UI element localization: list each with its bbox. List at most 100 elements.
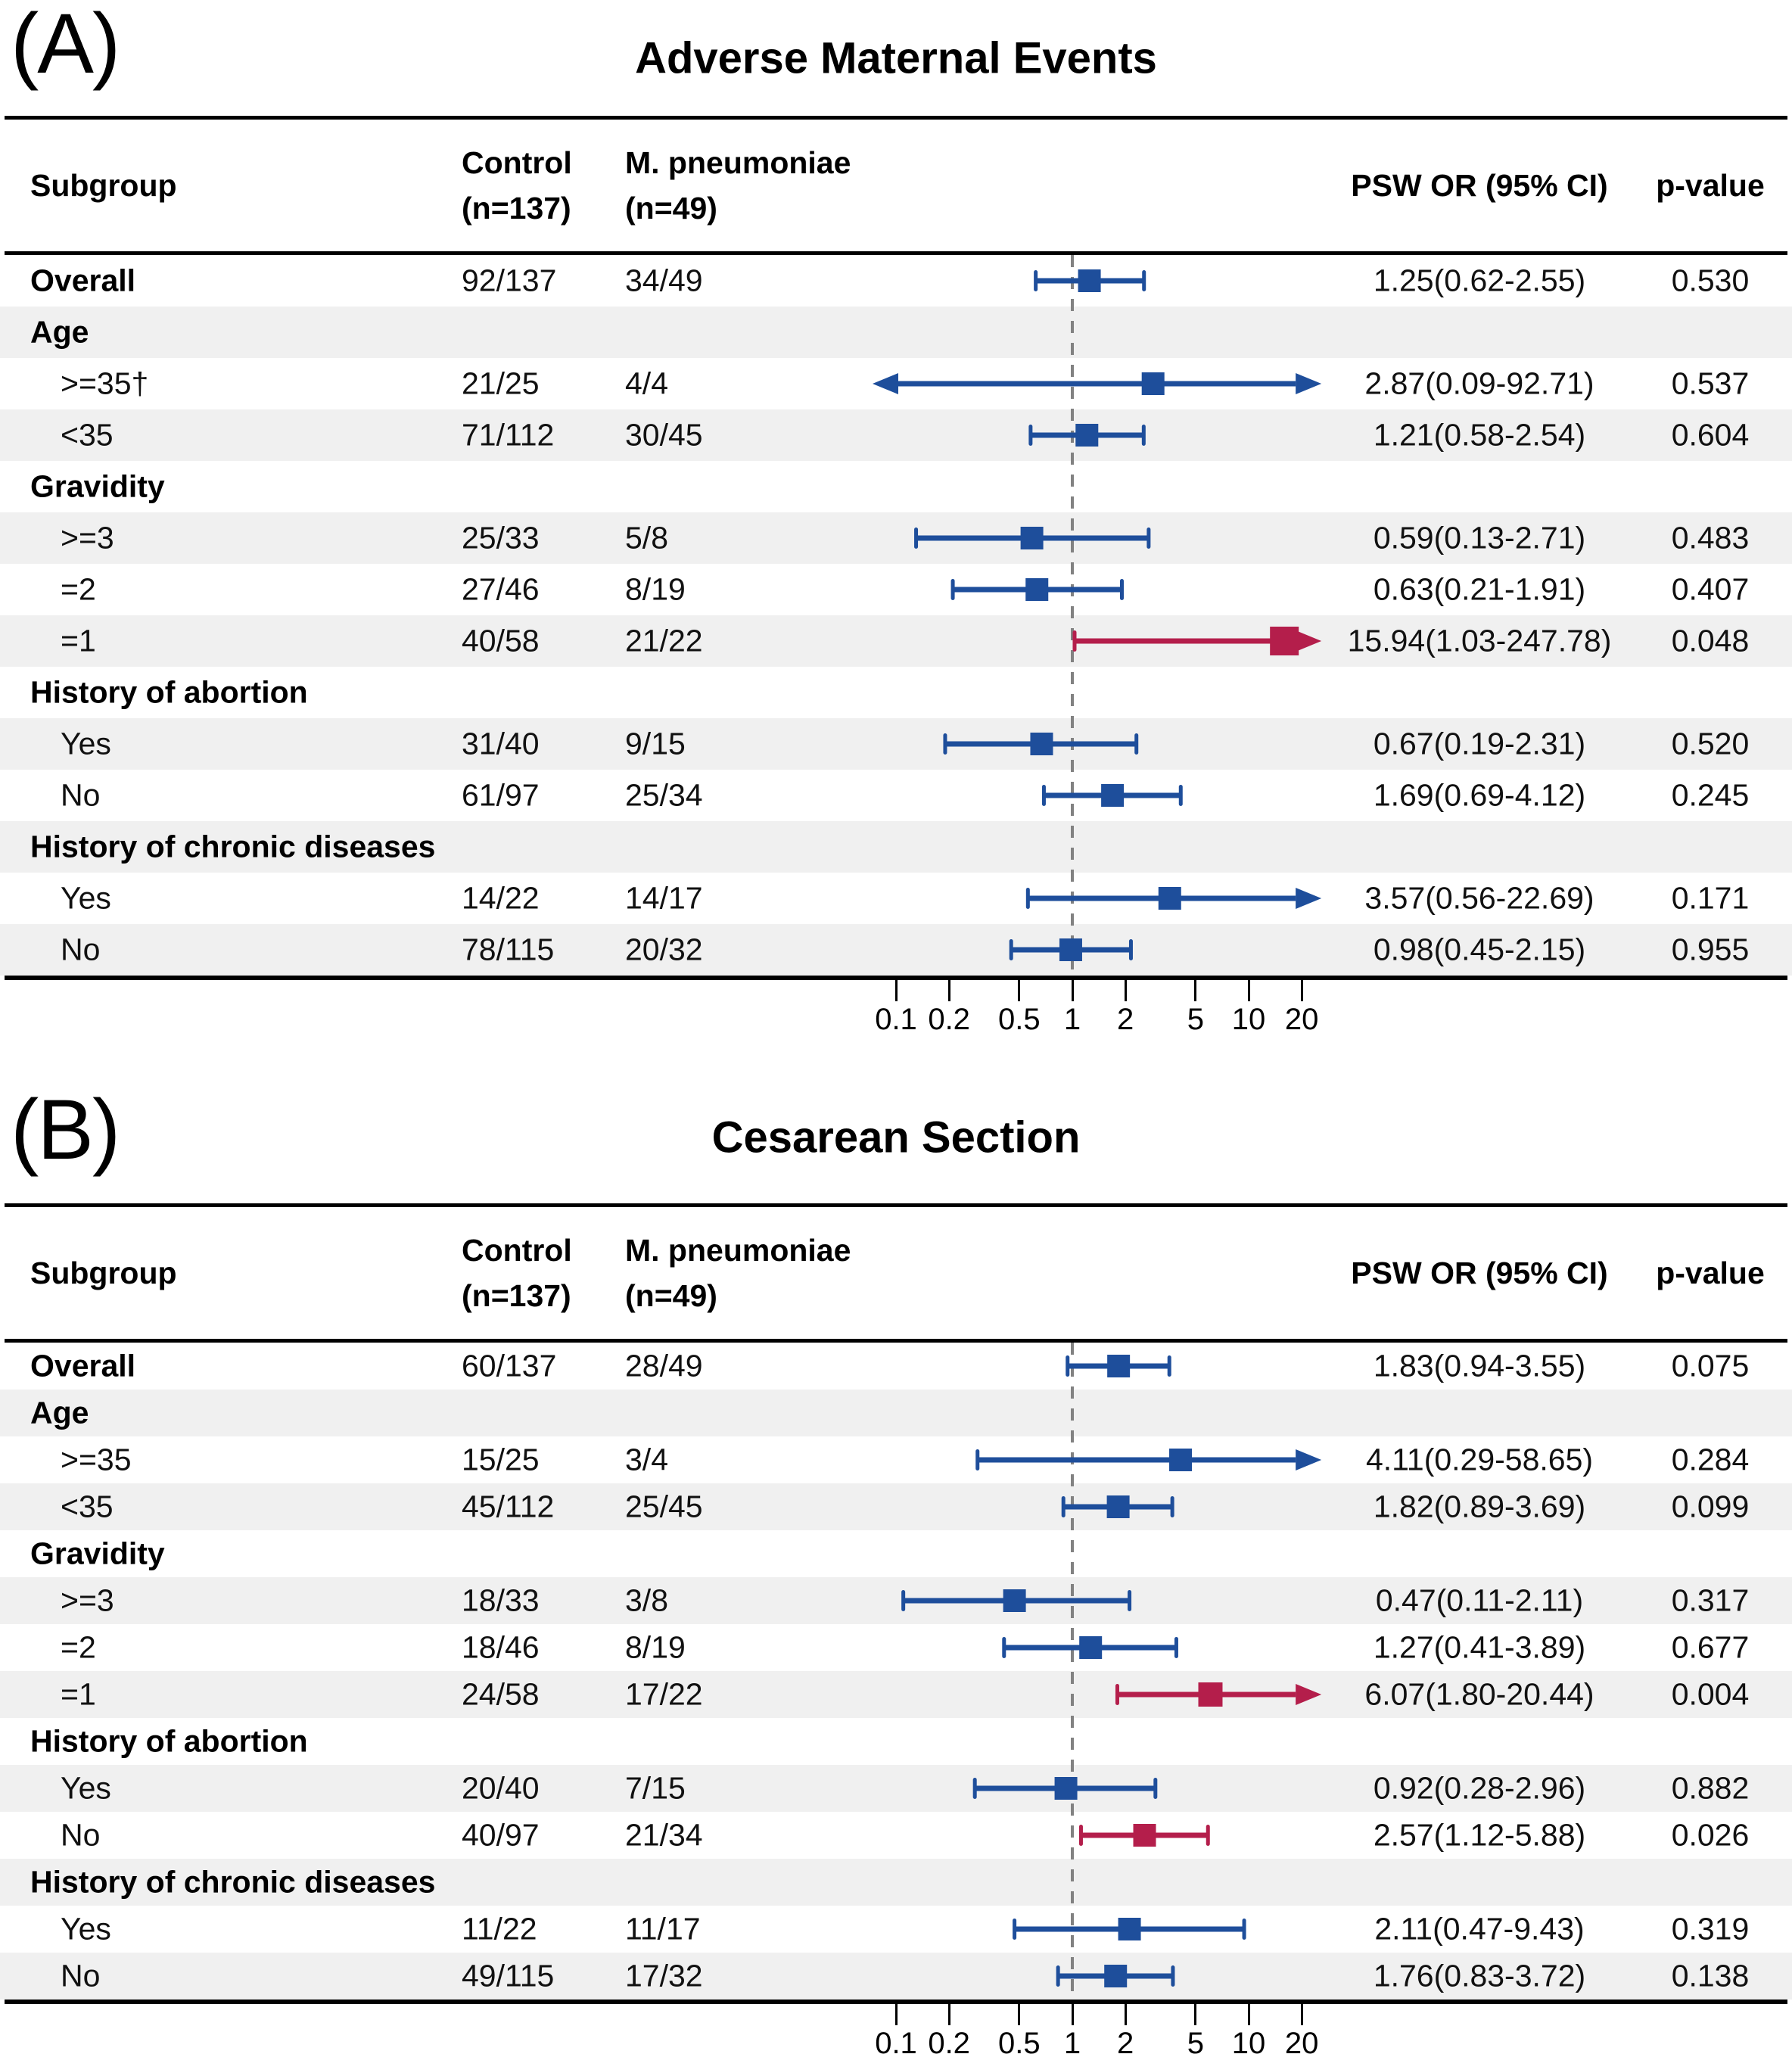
or-ci-value: 0.67(0.19-2.31) (1373, 726, 1586, 761)
p-value: 0.284 (1671, 1442, 1750, 1477)
subgroup-label: Age (30, 1395, 89, 1430)
table-row: =1 24/58 17/22 6.07(1.80-20.44) 0.004 (0, 1671, 1792, 1718)
subgroup-label: Overall (30, 263, 136, 298)
col-control: Control (n=137) (462, 1228, 572, 1318)
subgroup-label: No (61, 1817, 101, 1853)
axis-tick-label: 0.5 (998, 2027, 1041, 2054)
mp-value: 8/19 (625, 571, 686, 607)
control-value: 92/137 (462, 263, 557, 298)
or-ci-value: 1.27(0.41-3.89) (1373, 1629, 1586, 1665)
axis-tick (1300, 980, 1303, 1001)
mp-value: 7/15 (625, 1770, 686, 1806)
subgroup-label: History of abortion (30, 674, 308, 710)
table-row: Overall 60/137 28/49 1.83(0.94-3.55) 0.075 (0, 1343, 1792, 1390)
subgroup-label: No (61, 932, 101, 967)
mp-value: 5/8 (625, 520, 668, 556)
p-value: 0.604 (1671, 417, 1750, 453)
subgroup-label: =1 (61, 623, 96, 658)
or-ci-value: 2.57(1.12-5.88) (1373, 1817, 1586, 1853)
or-ci-value: 0.59(0.13-2.71) (1373, 520, 1586, 556)
or-ci-value: 0.63(0.21-1.91) (1373, 571, 1586, 607)
forest-rows-b: Overall 60/137 28/49 1.83(0.94-3.55) 0.075 Ag… (0, 1343, 1792, 2000)
subgroup-label: Yes (61, 726, 111, 761)
or-ci-value: 1.83(0.94-3.55) (1373, 1348, 1586, 1383)
subgroup-label: >=3 (61, 1583, 114, 1618)
category-row: Age (0, 307, 1792, 358)
axis-tick-label: 5 (1187, 1003, 1204, 1036)
axis-tick-label: 0.1 (875, 1003, 917, 1036)
category-row: History of abortion (0, 667, 1792, 718)
category-row: History of chronic diseases (0, 821, 1792, 873)
col-control-line1: Control (462, 145, 572, 180)
category-row: History of abortion (0, 1718, 1792, 1765)
col-pvalue: p-value (1656, 1256, 1765, 1290)
mp-value: 21/34 (625, 1817, 703, 1853)
axis-tick-label: 10 (1231, 1003, 1266, 1036)
panel-b-tag: (B) (11, 1082, 120, 1177)
mp-value: 17/32 (625, 1958, 703, 1993)
axis-tick (1071, 980, 1074, 1001)
col-control-line2: (n=137) (462, 1278, 571, 1313)
panel-a-titlebar: (A) Adverse Maternal Events (0, 0, 1792, 116)
col-mp: M. pneumoniae (n=49) (625, 1228, 851, 1318)
mp-value: 3/8 (625, 1583, 668, 1618)
axis-tick (1071, 2004, 1074, 2025)
p-value: 0.520 (1671, 726, 1750, 761)
p-value: 0.099 (1671, 1489, 1750, 1524)
or-ci-value: 3.57(0.56-22.69) (1364, 880, 1594, 916)
table-row: =2 18/46 8/19 1.27(0.41-3.89) 0.677 (0, 1624, 1792, 1671)
p-value: 0.171 (1671, 880, 1750, 916)
subgroup-label: Yes (61, 880, 111, 916)
subgroup-label: History of chronic diseases (30, 829, 436, 864)
panel-a: (A) Adverse Maternal Events Subgroup Con… (0, 0, 1792, 1041)
axis-tick-label: 1 (1063, 2027, 1081, 2054)
x-axis-a: 0.1 0.2 0.5 1 2 5 10 20 (0, 980, 1792, 1041)
table-row: No 40/97 21/34 2.57(1.12-5.88) 0.026 (0, 1812, 1792, 1859)
mp-value: 25/45 (625, 1489, 703, 1524)
col-or: PSW OR (95% CI) (1351, 1256, 1608, 1290)
table-row: Overall 92/137 34/49 1.25(0.62-2.55) 0.530 (0, 255, 1792, 307)
axis-tick (947, 2004, 950, 2025)
p-value: 0.955 (1671, 932, 1750, 967)
table-row: >=3 18/33 3/8 0.47(0.11-2.11) 0.317 (0, 1577, 1792, 1624)
axis-tick (894, 2004, 898, 2025)
control-value: 78/115 (462, 932, 555, 967)
subgroup-label: >=35 (61, 1442, 132, 1477)
col-subgroup: Subgroup (30, 1256, 177, 1290)
panel-a-title: Adverse Maternal Events (635, 33, 1157, 82)
subgroup-label: =2 (61, 1629, 96, 1665)
control-value: 14/22 (462, 880, 540, 916)
control-value: 61/97 (462, 777, 540, 813)
mp-value: 28/49 (625, 1348, 703, 1383)
subgroup-label: <35 (61, 417, 114, 453)
subgroup-label: Age (30, 314, 89, 350)
or-ci-value: 6.07(1.80-20.44) (1364, 1676, 1594, 1712)
header-rule (5, 1339, 1787, 1343)
subgroup-label: Yes (61, 1770, 111, 1806)
control-value: 40/58 (462, 623, 540, 658)
axis-tick (894, 980, 898, 1001)
subgroup-label: =2 (61, 571, 96, 607)
panel-b-titlebar: (B) Cesarean Section (0, 1071, 1792, 1203)
col-pvalue: p-value (1656, 168, 1765, 203)
axis-tick-label: 2 (1117, 1003, 1134, 1036)
mp-value: 9/15 (625, 726, 686, 761)
table-row: >=35 15/25 3/4 4.11(0.29-58.65) 0.284 (0, 1436, 1792, 1483)
table-row: Yes 31/40 9/15 0.67(0.19-2.31) 0.520 (0, 718, 1792, 770)
axis-tick-label: 0.1 (875, 2027, 917, 2054)
table-row: No 61/97 25/34 1.69(0.69-4.12) 0.245 (0, 770, 1792, 821)
table-row: <35 71/112 30/45 1.21(0.58-2.54) 0.604 (0, 409, 1792, 461)
axis-tick-label: 10 (1231, 2027, 1266, 2054)
category-row: Gravidity (0, 461, 1792, 512)
axis-tick-label: 5 (1187, 2027, 1204, 2054)
x-axis-b: 0.1 0.2 0.5 1 2 5 10 20 (0, 2004, 1792, 2054)
axis-tick (1247, 2004, 1250, 2025)
control-value: 25/33 (462, 520, 540, 556)
table-row: Yes 14/22 14/17 3.57(0.56-22.69) 0.171 (0, 873, 1792, 924)
axis-tick (1124, 980, 1127, 1001)
or-ci-value: 2.11(0.47-9.43) (1374, 1911, 1585, 1947)
axis-tick (1247, 980, 1250, 1001)
control-value: 45/112 (462, 1489, 555, 1524)
mp-value: 25/34 (625, 777, 703, 813)
